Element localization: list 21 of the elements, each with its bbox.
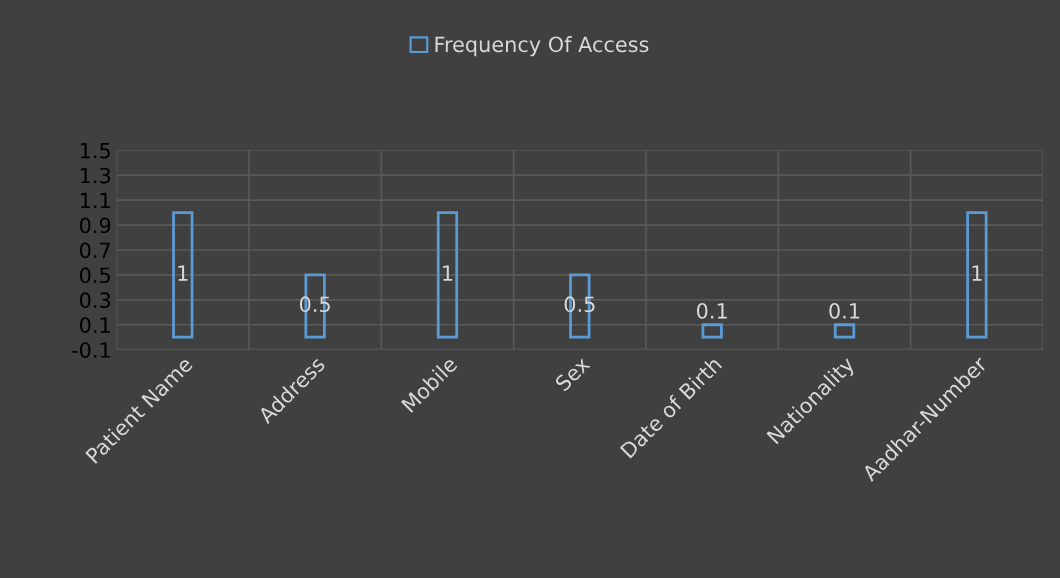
y-tick-label: 0.9	[79, 217, 111, 234]
y-tick-label: 0.5	[79, 267, 110, 284]
data-label: 0.1	[696, 302, 727, 319]
data-label: 1	[443, 265, 453, 281]
bar	[701, 323, 723, 339]
bar	[966, 211, 988, 339]
y-tick-label: 1.1	[80, 192, 110, 209]
y-tick-label: 1.3	[80, 167, 111, 184]
y-tick-label: -0.1	[72, 342, 110, 358]
data-label: 0.1	[829, 302, 860, 319]
y-tick-label: 0.7	[79, 242, 110, 259]
bar	[172, 211, 194, 339]
y-tick-label: 0.3	[79, 292, 111, 309]
legend-label: Frequency Of Access	[435, 36, 649, 57]
bar	[833, 323, 856, 339]
x-tick-label: Sex	[554, 355, 591, 392]
bar	[436, 211, 459, 339]
y-tick-label: 0.1	[79, 317, 110, 333]
y-tick-label: 1.5	[80, 143, 110, 159]
data-label: 1	[178, 265, 188, 281]
data-label: 1	[972, 265, 982, 281]
